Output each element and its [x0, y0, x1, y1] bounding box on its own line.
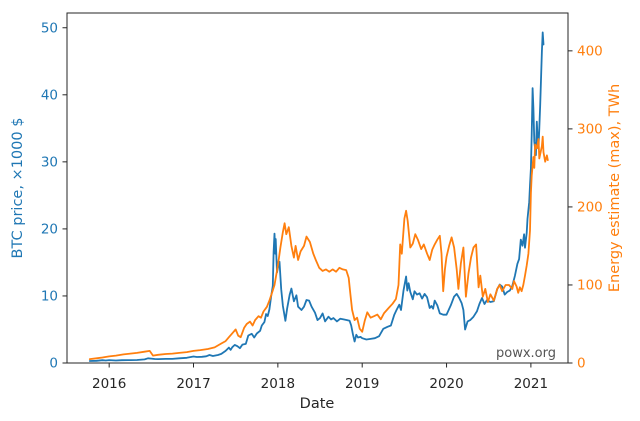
x-tick-label: 2019: [345, 376, 379, 392]
left-tick-label: 30: [41, 154, 58, 170]
left-tick-label: 50: [41, 20, 58, 36]
x-axis-label: Date: [300, 396, 335, 412]
right-tick-label: 400: [577, 43, 603, 59]
right-tick-label: 200: [577, 199, 603, 215]
energy-estimate-line: [88, 135, 549, 361]
right-tick-label: 100: [577, 277, 603, 293]
right-tick-label: 0: [577, 356, 586, 372]
x-tick-label: 2016: [92, 376, 126, 392]
data-series: [88, 31, 549, 362]
left-tick-label: 0: [49, 356, 58, 372]
right-axis-label: Energy estimate (max), TWh: [607, 84, 623, 292]
left-tick-label: 20: [41, 221, 58, 237]
x-tick-label: 2017: [176, 376, 210, 392]
x-tick-label: 2020: [429, 376, 463, 392]
watermark: powx.org: [496, 346, 556, 361]
right-tick-label: 300: [577, 121, 603, 137]
right-axis-ticks: 0 100 200 300 400: [568, 43, 603, 372]
x-axis-ticks: 2016 2017 2018 2019 2020 2021: [92, 363, 548, 392]
left-axis-ticks: 0 10 20 30 40 50: [41, 20, 67, 372]
left-axis-label: BTC price, ×1000 $: [10, 118, 26, 259]
plot-border: [66, 12, 569, 364]
x-tick-label: 2018: [261, 376, 295, 392]
x-tick-label: 2021: [514, 376, 548, 392]
left-tick-label: 10: [41, 288, 58, 304]
left-tick-label: 40: [41, 87, 58, 103]
btc-price-line: [88, 31, 545, 362]
